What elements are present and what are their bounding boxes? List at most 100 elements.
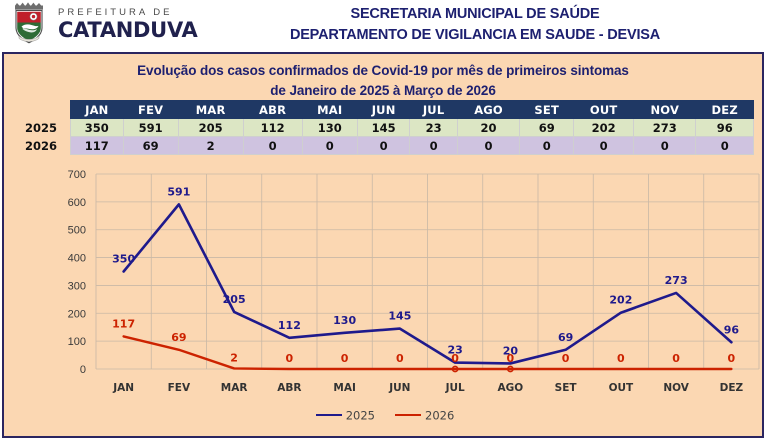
x-tick-label: DEZ xyxy=(720,382,744,394)
data-label-2025: 20 xyxy=(503,344,519,357)
x-tick-label: MAR xyxy=(221,382,248,394)
y-tick-label: 500 xyxy=(68,225,86,237)
line-chart: 0 100 200 300 400 500 600 700 JAN FEV MAR ABR MAI JU… xyxy=(8,160,762,432)
data-label-2025: 23 xyxy=(447,344,462,357)
chart-series xyxy=(122,203,733,373)
table-row-label-2025: 2025 xyxy=(12,118,71,137)
y-tick-label: 200 xyxy=(68,308,86,320)
table-cell: 112 xyxy=(242,118,303,137)
data-label-2026: 0 xyxy=(286,352,294,365)
chart-gridlines xyxy=(95,173,760,370)
data-label-2025: 96 xyxy=(724,323,740,336)
x-tick-label: OUT xyxy=(609,382,634,394)
header-line-1: SECRETARIA MUNICIPAL DE SAÚDE xyxy=(350,6,600,22)
table-col-header-mai: MAI xyxy=(301,100,358,119)
data-label-2026: 0 xyxy=(396,352,404,365)
table-col-header-jul: JUL xyxy=(409,100,458,119)
table-cell: 202 xyxy=(573,118,635,137)
table-row-label-2026: 2026 xyxy=(12,136,71,155)
coat-of-arms-icon xyxy=(15,2,43,44)
table-cell: 0 xyxy=(409,136,458,155)
legend-item-2025: 2025 xyxy=(315,408,375,423)
data-label-2025: 69 xyxy=(558,331,573,344)
table-cell: 273 xyxy=(633,118,697,137)
data-label-2026: 0 xyxy=(451,352,459,365)
table-cell: 0 xyxy=(242,136,303,155)
data-table: JAN FEV MAR ABR MAI JUN JUL AGO SET OUT NOV DEZ 202… xyxy=(12,100,754,155)
table-cell: 0 xyxy=(519,136,575,155)
table-col-header-set: SET xyxy=(519,100,575,119)
data-label-2026: 0 xyxy=(728,352,736,365)
series-marker-2026 xyxy=(506,365,514,373)
y-tick-label: 700 xyxy=(68,169,86,181)
data-label-2026: 117 xyxy=(112,317,135,330)
y-tick-label: 0 xyxy=(80,364,86,376)
table-cell: 0 xyxy=(456,136,521,155)
data-label-2026: 0 xyxy=(341,352,349,365)
table-col-header-ago: AGO xyxy=(456,100,521,119)
table-cell: 0 xyxy=(301,136,358,155)
data-label-2025: 350 xyxy=(112,253,135,266)
x-tick-label: SET xyxy=(555,382,578,394)
table-cell: 20 xyxy=(456,118,521,137)
prefecture-logo: PREFEITURA DE CATANDUVA xyxy=(6,1,198,49)
x-tick-label: FEV xyxy=(168,382,191,394)
data-label-2025: 202 xyxy=(609,294,632,307)
legend-item-2026: 2026 xyxy=(395,408,454,423)
logo-wordmark: PREFEITURA DE CATANDUVA xyxy=(58,7,198,42)
page-title-line-2: de Janeiro de 2025 à Março de 2026 xyxy=(270,83,496,98)
table-cell: 591 xyxy=(122,118,179,137)
table-cell: 69 xyxy=(519,118,575,137)
table-cell: 350 xyxy=(70,118,124,137)
data-label-2025: 130 xyxy=(333,314,356,327)
table-corner-cell xyxy=(12,100,71,119)
table-col-header-abr: ABR xyxy=(242,100,303,119)
data-label-2025: 145 xyxy=(388,310,411,323)
table-col-header-jan: JAN xyxy=(70,100,124,119)
data-label-2025: 205 xyxy=(223,293,246,306)
data-label-2026: 0 xyxy=(617,352,625,365)
data-label-2026: 2 xyxy=(230,351,238,364)
table-cell: 130 xyxy=(301,118,358,137)
y-tick-label: 600 xyxy=(68,197,86,209)
table-col-header-jun: JUN xyxy=(356,100,411,119)
x-tick-label: AGO xyxy=(498,382,524,394)
legend-swatch xyxy=(315,413,342,416)
data-label-2026: 0 xyxy=(562,352,570,365)
table-cell: 2 xyxy=(177,136,244,155)
table-row: 2026 117 69 2 0 0 0 0 0 0 0 0 0 xyxy=(12,136,754,155)
chart-y-axis: 0 100 200 300 400 500 600 700 xyxy=(68,169,86,376)
table-body: 2025 350 591 205 112 130 145 23 20 69 202 273 96 2026… xyxy=(12,118,754,155)
legend-swatch xyxy=(395,413,421,416)
table-col-header-fev: FEV xyxy=(122,100,179,119)
y-tick-label: 400 xyxy=(68,253,86,265)
x-tick-label: NOV xyxy=(663,382,689,394)
table-cell: 117 xyxy=(70,136,124,155)
legend-label: 2026 xyxy=(425,408,455,423)
table-cell: 0 xyxy=(573,136,635,155)
table-cell: 0 xyxy=(695,136,754,155)
y-tick-label: 300 xyxy=(68,280,86,292)
table-col-header-out: OUT xyxy=(573,100,635,119)
data-label-2026: 69 xyxy=(171,331,186,344)
table-cell: 205 xyxy=(177,118,244,137)
table-col-header-dez: DEZ xyxy=(695,100,754,119)
table-header-row: JAN FEV MAR ABR MAI JUN JUL AGO SET OUT NOV DEZ xyxy=(12,100,754,119)
table-col-header-mar: MAR xyxy=(177,100,244,119)
logo-city-label: CATANDUVA xyxy=(58,18,198,42)
table-cell: 0 xyxy=(356,136,411,155)
series-line-2026 xyxy=(122,335,733,371)
table-cell: 69 xyxy=(122,136,179,155)
data-label-2025: 273 xyxy=(665,274,688,287)
page-title-line-1: Evolução dos casos confirmados de Covid-… xyxy=(137,63,629,78)
table-row: 2025 350 591 205 112 130 145 23 20 69 202 273 96 xyxy=(12,118,754,137)
table-cell: 23 xyxy=(409,118,458,137)
legend-label: 2025 xyxy=(345,408,375,423)
y-tick-label: 100 xyxy=(68,336,86,348)
chart-legend: 2025 2026 xyxy=(8,408,762,423)
data-label-2025: 591 xyxy=(167,185,190,198)
logo-prefecture-label: PREFEITURA DE xyxy=(58,7,173,18)
table-cell: 145 xyxy=(356,118,411,137)
